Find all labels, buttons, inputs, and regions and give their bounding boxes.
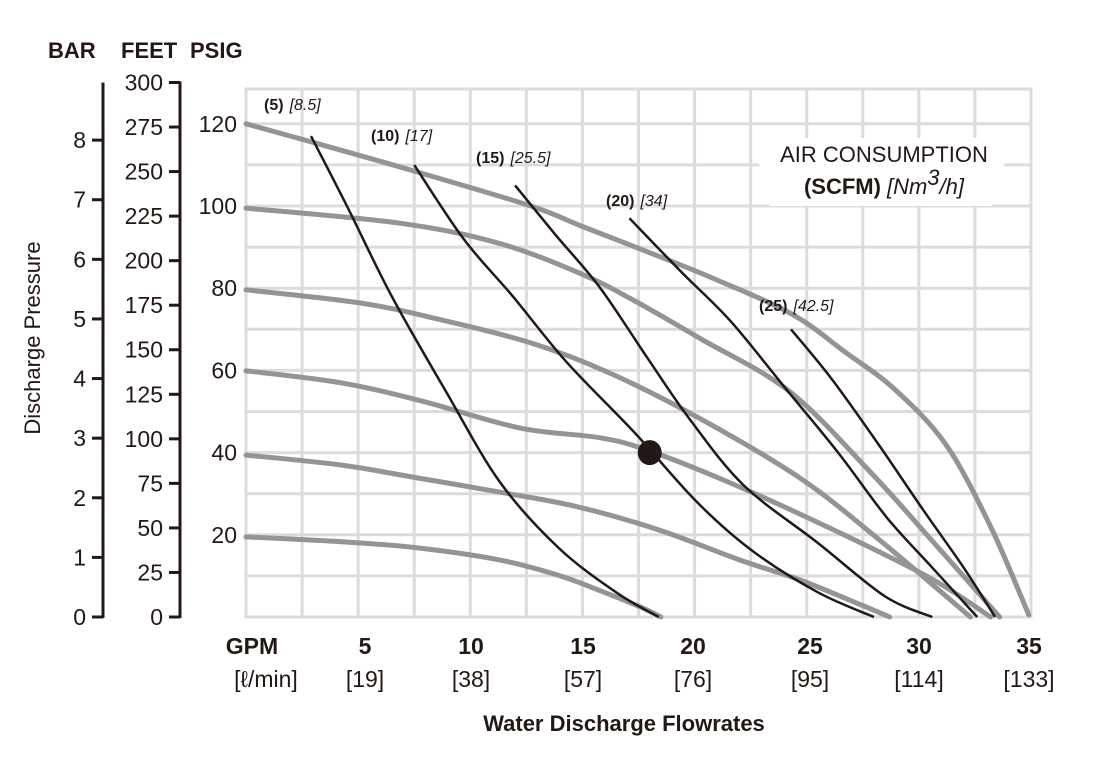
bar-tick-label: 2 [73,485,86,511]
x-tick-alt-label: [19] [346,666,384,692]
air-curve-nm3h: [42.5] [792,298,834,315]
air-curves: (5) [8.5] (10) [17] (15) [25.5] (20) [34] (25) [4… [264,97,997,619]
x-tick-label: 25 [797,633,823,659]
legend-background [752,138,1012,206]
operating-point [637,440,662,466]
feet-tick-label: 250 [125,159,163,185]
feet-tick-label: 100 [125,426,163,452]
x-tick-label: 30 [906,633,932,659]
air-consumption-curve [309,135,660,619]
air-curve-label: (20) [34] [606,193,668,210]
x-tick-label: 35 [1016,633,1042,659]
air-consumption-curve [514,184,933,619]
air-curve-scfm: (25) [759,298,787,315]
air-curve-scfm: (15) [476,150,504,167]
legend-superscript: 3 [927,165,940,190]
operating-point-group [637,440,662,466]
feet-tick-label: 225 [125,203,163,229]
psig-tick-label: 40 [211,440,237,466]
feet-axis-header: FEET [121,38,178,63]
air-curve-nm3h: [17] [404,128,432,145]
legend-scfm: (SCFM) [804,174,881,199]
pressure-curves [243,121,1032,620]
legend-nm3h: [Nm [886,174,927,199]
legend-units: (SCFM) [Nm3/h] [804,165,965,199]
x-unit-lpm: [ℓ/min] [234,666,298,692]
psig-tick-label: 20 [211,522,237,548]
feet-tick-label: 125 [125,381,163,407]
feet-tick-label: 0 [150,604,163,630]
air-consumption-curve [790,328,997,618]
x-tick-label: 5 [359,633,372,659]
feet-tick-label: 50 [137,515,163,541]
pressure-curve [243,205,1003,620]
pressure-curve [243,121,1032,618]
bar-axis-header: BAR [48,38,96,63]
pressure-curve [243,287,973,620]
x-tick-alt-label: [76] [674,666,712,692]
bar-tick-label: 0 [73,604,86,630]
air-curve-scfm: (20) [606,193,634,210]
x-tick-alt-label: [57] [564,666,602,692]
air-consumption-curve [628,217,979,618]
pressure-curve [243,368,994,620]
psig-tick-label: 80 [211,275,237,301]
x-tick-label: 10 [458,633,484,659]
feet-tick-label: 275 [125,114,163,140]
x-tick-alt-label: [95] [791,666,829,692]
feet-tick-label: 175 [125,292,163,318]
legend-per-hour: /h] [938,174,965,199]
bar-tick-label: 6 [73,246,86,272]
psig-axis-header: PSIG [190,38,243,63]
x-tick-labels: 5 [19] 10 [38] 15 [57] 20 [76] 25 [95] 30 [114] 35 [1… [346,633,1055,692]
y-axis-title: Discharge Pressure [20,241,45,434]
bar-tick-label: 4 [73,366,86,392]
x-axis-title: Water Discharge Flowrates [483,711,765,736]
x-tick-alt-label: [38] [452,666,490,692]
air-consumption-curve [413,164,875,619]
x-tick-alt-label: [114] [894,666,943,692]
psig-tick-label: 60 [211,357,237,383]
bar-tick-label: 3 [73,425,86,451]
feet-tick-label: 200 [125,248,163,274]
feet-tick-label: 300 [125,69,163,95]
x-tick-alt-label: [133] [1003,666,1054,692]
bar-tick-label: 7 [73,187,86,213]
axes: 0123456780255075100125150175200225250275… [73,69,237,630]
bar-tick-label: 1 [73,544,86,570]
pressure-curve [243,452,893,620]
air-curve-scfm: (10) [371,128,399,145]
air-curve-label: (25) [42.5] [759,298,834,315]
air-curve-nm3h: [25.5] [509,150,551,167]
air-consumption-legend: AIR CONSUMPTION (SCFM) [Nm3/h] [752,138,1012,206]
bar-tick-label: 8 [73,127,86,153]
psig-tick-label: 120 [199,111,237,137]
x-unit-gpm: GPM [226,633,278,659]
air-curve-label: (10) [17] [371,128,433,145]
feet-tick-label: 150 [125,337,163,363]
x-tick-label: 15 [570,633,596,659]
legend-title: AIR CONSUMPTION [780,142,988,167]
air-curve-label: (5) [8.5] [264,97,321,114]
x-tick-label: 20 [680,633,706,659]
air-curve-nm3h: [34] [639,193,667,210]
psig-tick-label: 100 [199,193,237,219]
air-curve-nm3h: [8.5] [289,97,322,114]
feet-tick-label: 25 [137,559,163,585]
bar-tick-label: 5 [73,306,86,332]
feet-tick-label: 75 [137,470,163,496]
air-curve-label: (15) [25.5] [476,150,551,167]
air-curve-scfm: (5) [264,97,284,114]
